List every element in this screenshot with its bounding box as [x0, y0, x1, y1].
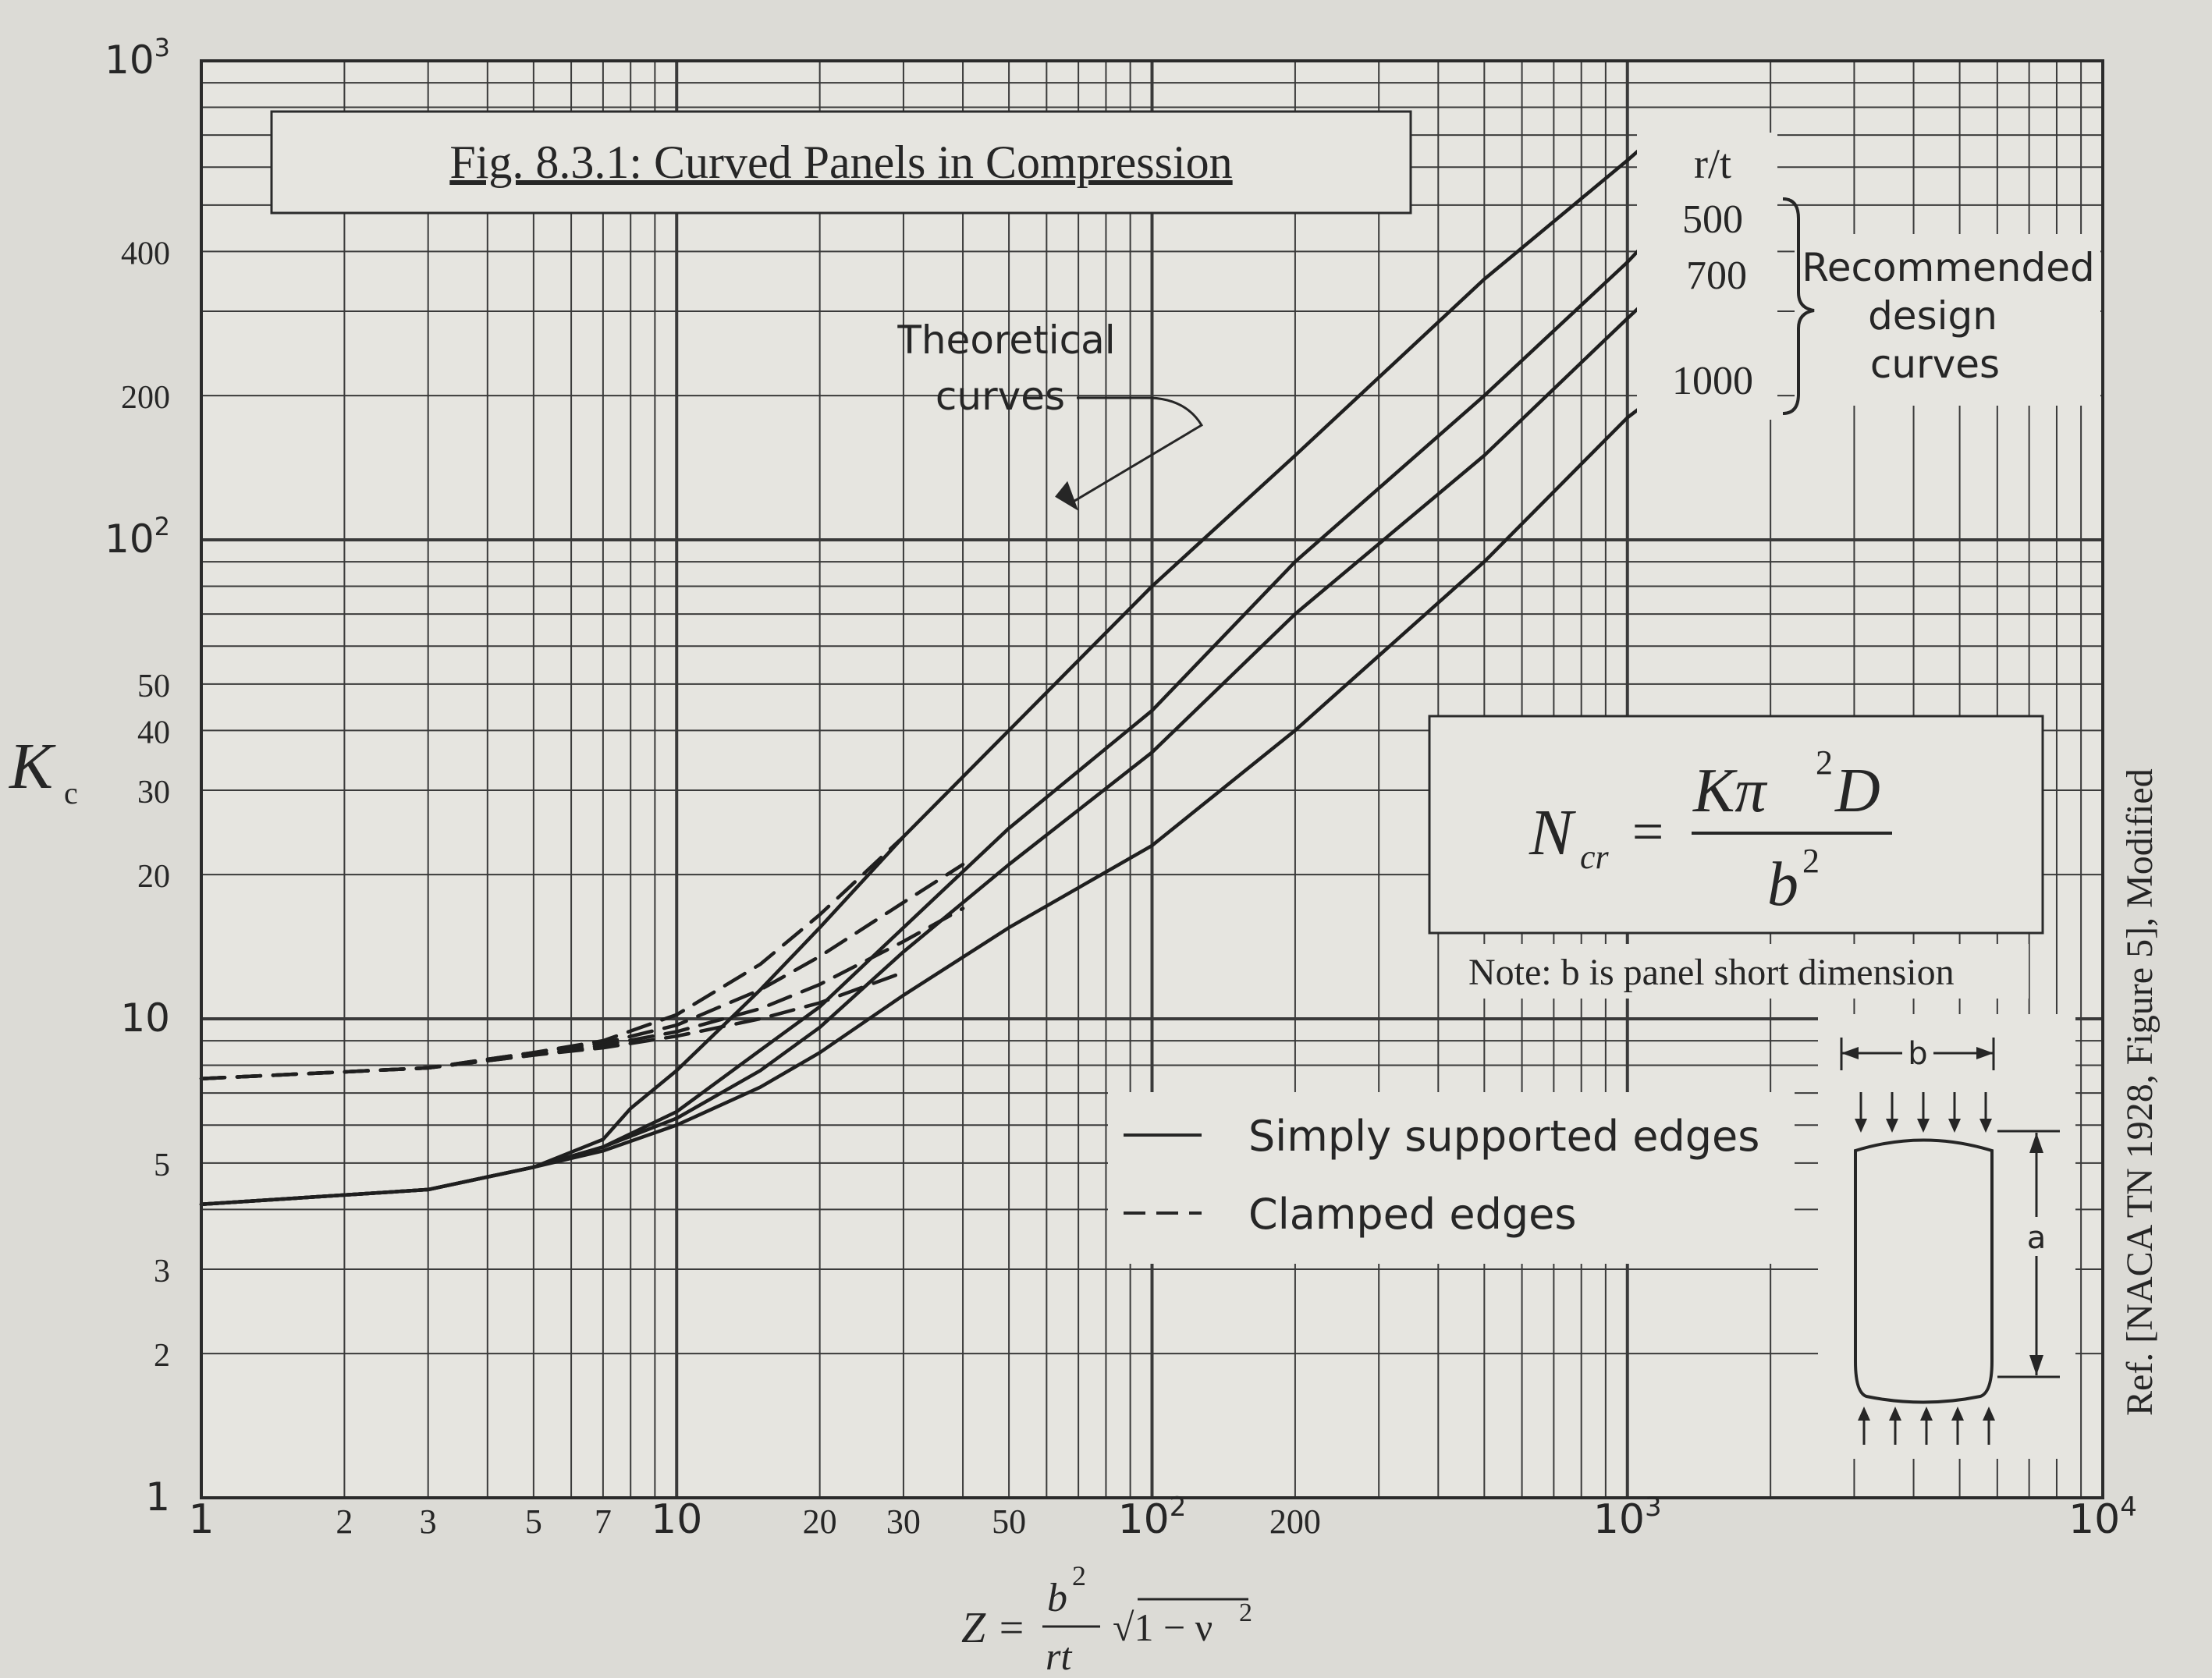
sketch-load-arrowhead-top [1917, 1119, 1930, 1133]
theoretical-label-line-1: Theoretical [897, 318, 1115, 363]
rt-header: r/t [1694, 140, 1731, 187]
rt-label-1000: 1000 [1672, 359, 1753, 403]
y-tick-label: 50 [137, 669, 170, 704]
theoretical-arrow [1073, 396, 1204, 502]
y-tick-label: 2 [154, 1338, 170, 1374]
formula-box: N cr = Kπ 2 D b 2 [1428, 715, 2044, 935]
x-tick-label: 3 [420, 1502, 437, 1541]
rt-label-500: 500 [1682, 197, 1743, 242]
rt-label-background [1637, 133, 1777, 420]
theoretical-arrow-head [1055, 481, 1079, 511]
x-tick-label: 7 [595, 1502, 612, 1541]
sketch-a-label: a [2027, 1220, 2047, 1256]
y-tick-label: 40 [137, 715, 170, 750]
sketch-load-arrows-top [1855, 1092, 1992, 1133]
note-text: Note: b is panel short dimension [1468, 952, 1955, 993]
formula-denominator-exponent: 2 [1802, 842, 1820, 880]
x-tick-label: 103 [1593, 1492, 1662, 1543]
formula-numerator-exponent: 2 [1816, 743, 1833, 782]
legend-label-simply-supported: Simply supported edges [1248, 1112, 1759, 1161]
sketch-load-arrowhead-top [1886, 1119, 1898, 1133]
x-axis-label-denominator: rt [1046, 1634, 1072, 1678]
formula-lhs: N [1529, 796, 1576, 869]
sketch-load-arrowhead-bottom [1920, 1407, 1933, 1421]
x-tick-label: 20 [803, 1502, 837, 1541]
formula-lhs-subscript: cr [1580, 838, 1610, 876]
note-background [1451, 944, 2029, 999]
sketch-a-label-background [2022, 1217, 2050, 1256]
sketch-a-arrow-bottom [2029, 1355, 2043, 1375]
sketch-load-arrowhead-top [1855, 1119, 1867, 1133]
x-tick-label: 1 [188, 1496, 214, 1543]
recommended-label-line-2: design [1868, 293, 1997, 339]
sketch-a-arrow-top [2029, 1133, 2043, 1153]
sketch-b-label-background [1902, 1034, 1933, 1070]
series-line-clamped-4 [199, 835, 906, 1080]
recommended-label-background [1795, 234, 2100, 406]
x-tick-label: 5 [525, 1502, 542, 1541]
rt-label-700: 700 [1686, 254, 1747, 298]
y-tick-label: 20 [137, 859, 170, 895]
y-tick-label: 30 [137, 775, 170, 811]
sketch-b-arrow-left [1841, 1047, 1859, 1059]
sketch-load-arrowhead-top [1979, 1119, 1992, 1133]
sketch-panel-outline [1854, 1138, 1994, 1404]
chart-title: Fig. 8.3.1: Curved Panels in Compression [449, 137, 1232, 188]
curve-layer [199, 133, 1658, 1207]
recommended-brace [1782, 197, 1815, 415]
x-tick-label: 200 [1269, 1502, 1321, 1541]
formula-frame [1428, 715, 2044, 935]
sketch-load-arrowhead-bottom [1951, 1407, 1964, 1421]
plot-frame [200, 59, 2104, 1499]
x-axis-label-numerator-exponent: 2 [1072, 1560, 1086, 1591]
formula-numerator-tail: D [1834, 757, 1880, 825]
x-axis-label-lhs: Z = [961, 1604, 1026, 1652]
x-tick-label: 50 [992, 1502, 1026, 1541]
recommended-label-line-3: curves [1870, 342, 2000, 387]
formula-equals: = [1632, 800, 1664, 863]
x-tick-label: 30 [886, 1502, 921, 1541]
series-line-simply-supported-0 [199, 133, 1658, 1207]
recommended-label-line-1: Recommended [1802, 245, 2094, 290]
rt-label-group: r/t 500 700 1000 Recommended design curv… [1637, 133, 2100, 420]
y-axis-label-subscript: c [64, 775, 78, 811]
tick-labels: 1 2 3 5 7 10 20 30 50 102 200 103 104123510203040501… [105, 33, 2137, 1543]
sketch-load-arrows-bottom [1858, 1407, 1995, 1445]
y-tick-label: 400 [121, 236, 170, 271]
x-axis-label-numerator: b [1047, 1576, 1067, 1620]
y-tick-label: 1 [145, 1474, 170, 1520]
legend-label-clamped: Clamped edges [1248, 1190, 1576, 1239]
series-line-simply-supported-3 [199, 393, 1658, 1207]
formula-numerator: Kπ [1692, 757, 1767, 825]
y-tick-label: 3 [154, 1254, 170, 1290]
sketch-b-label: b [1908, 1036, 1927, 1072]
sketch-b-arrow-right [1976, 1047, 1994, 1059]
panel-sketch: b a [1818, 1014, 2075, 1459]
series-line-clamped-7 [199, 970, 906, 1080]
legend: Simply supported edges Clamped edges [1108, 1092, 1795, 1264]
theoretical-label-line-2: curves [936, 374, 1065, 419]
legend-background [1108, 1092, 1795, 1264]
sketch-load-arrowhead-bottom [1858, 1407, 1870, 1421]
sketch-load-arrowhead-top [1948, 1119, 1961, 1133]
x-axis-label-radical: √1 − ν [1113, 1605, 1213, 1649]
title-box [270, 110, 1412, 215]
y-tick-label: 200 [121, 380, 170, 416]
x-tick-label: 2 [336, 1502, 353, 1541]
y-tick-label: 10 [120, 995, 170, 1041]
y-axis-label: K [9, 730, 56, 803]
formula-denominator: b [1767, 850, 1798, 919]
x-tick-label: 10 [651, 1496, 702, 1543]
reference-note: Ref. [NACA TN 1928, Figure 5], Modified [2119, 768, 2161, 1416]
sketch-load-arrowhead-bottom [1889, 1407, 1901, 1421]
y-tick-label: 5 [154, 1148, 170, 1183]
x-axis-label: Z = b 2 rt √1 − ν 2 [961, 1560, 1252, 1678]
x-axis-label-radical-exponent: 2 [1239, 1598, 1252, 1627]
sketch-load-arrowhead-bottom [1983, 1407, 1995, 1421]
